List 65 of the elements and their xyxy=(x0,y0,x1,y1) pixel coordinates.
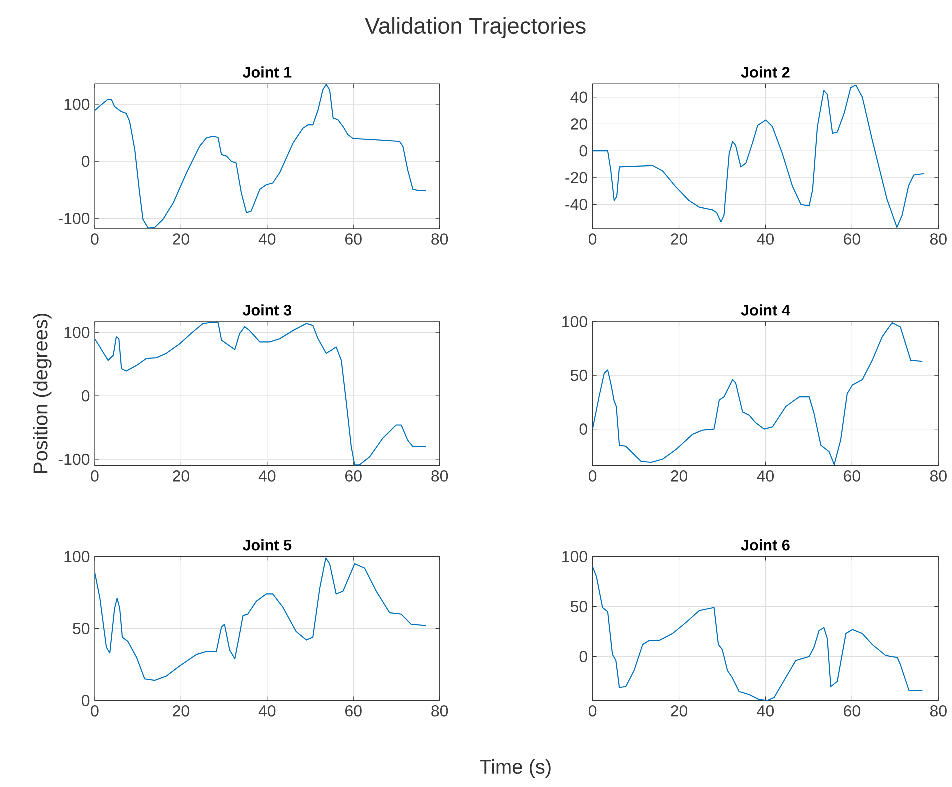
text: Validation Trajectories xyxy=(365,18,586,39)
y-tick-label: 100 xyxy=(562,551,588,563)
y-axis-title: Position (degrees) xyxy=(33,314,52,474)
x-tick-label: 60 xyxy=(346,706,362,717)
x-tick-label: 60 xyxy=(844,234,860,246)
x-tick-label: 60 xyxy=(844,706,860,717)
x-tick-label: 80 xyxy=(432,234,448,246)
y-tick-label: -40 xyxy=(566,199,588,211)
x-tick-label: 40 xyxy=(757,470,774,482)
line-series xyxy=(94,322,428,466)
x-tick-label: 0 xyxy=(588,234,597,246)
y-tick-label: -100 xyxy=(58,454,90,466)
x-tick-label: 40 xyxy=(757,706,774,717)
x-tick-label: 80 xyxy=(432,470,448,482)
x-tick-label: 20 xyxy=(173,234,190,246)
line-series xyxy=(592,566,924,701)
line-series xyxy=(592,322,924,466)
x-tick-label: 20 xyxy=(671,234,688,246)
chart-title: Joint 1 xyxy=(242,66,292,78)
x-tick-label: 60 xyxy=(346,234,362,246)
y-tick-label: 40 xyxy=(570,92,588,104)
line-series xyxy=(94,84,428,230)
x-tick-label: 0 xyxy=(588,470,597,482)
chart-title: Joint 5 xyxy=(242,540,292,551)
line-series xyxy=(94,558,428,682)
line-series xyxy=(592,84,924,228)
x-tick-label: 0 xyxy=(91,706,99,717)
x-tick-label: 60 xyxy=(844,470,860,482)
x-tick-label: 20 xyxy=(173,706,190,717)
x-tick-label: 40 xyxy=(258,234,276,246)
y-tick-label: -20 xyxy=(566,172,588,184)
x-tick-label: 80 xyxy=(930,470,947,482)
y-tick-label: 0 xyxy=(82,695,90,707)
chart-title: Joint 4 xyxy=(741,304,790,316)
x-tick-label: 0 xyxy=(91,470,99,482)
x-tick-label: 0 xyxy=(588,706,597,717)
chart-title: Joint 6 xyxy=(741,540,790,551)
x-tick-label: 20 xyxy=(173,470,190,482)
y-tick-label: 0 xyxy=(82,390,90,402)
x-tick-label: 40 xyxy=(258,470,276,482)
x-tick-label: 40 xyxy=(757,234,774,246)
x-tick-label: 80 xyxy=(930,234,947,246)
y-tick-label: 0 xyxy=(580,424,588,436)
x-tick-label: 80 xyxy=(930,706,947,717)
y-tick-label: 50 xyxy=(570,370,588,382)
x-tick-label: 60 xyxy=(346,470,362,482)
y-tick-label: 50 xyxy=(73,623,90,635)
y-tick-label: 0 xyxy=(580,146,588,157)
y-tick-label: 50 xyxy=(570,601,588,613)
y-tick-label: 100 xyxy=(64,327,90,338)
x-tick-label: 0 xyxy=(91,234,99,246)
x-tick-label: 80 xyxy=(432,706,448,717)
x-axis-title: Time (s) xyxy=(480,760,551,778)
chart-title: Joint 3 xyxy=(242,304,292,316)
y-tick-label: 100 xyxy=(562,316,588,328)
y-tick-label: 0 xyxy=(580,651,588,663)
x-tick-label: 20 xyxy=(671,706,688,717)
y-tick-label: 100 xyxy=(64,551,90,563)
y-tick-label: 100 xyxy=(64,98,90,110)
x-tick-label: 20 xyxy=(671,470,688,482)
y-tick-label: 20 xyxy=(571,118,588,130)
chart-title: Joint 2 xyxy=(741,66,790,78)
y-tick-label: 0 xyxy=(82,156,90,168)
x-tick-label: 40 xyxy=(258,706,276,717)
y-tick-label: -100 xyxy=(58,213,90,224)
